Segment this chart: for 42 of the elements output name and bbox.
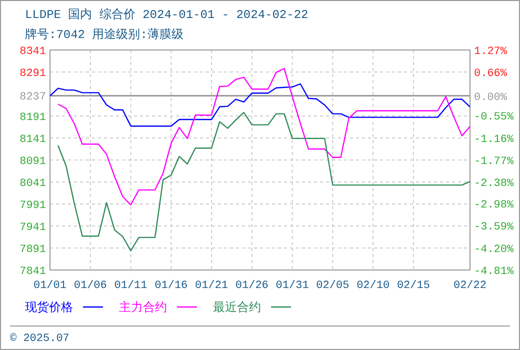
y-tick-label: 8091 [20,156,46,168]
y-tick-label: 8141 [20,134,46,146]
x-tick-label: 02/05 [316,280,350,292]
y2-tick-label: -4.20% [474,244,514,256]
line-series [57,112,471,252]
y2-tick-label: -1.77% [474,156,514,168]
line-series [49,83,471,127]
y-tick-label: 8041 [20,178,46,190]
y-tick-label: 8191 [20,112,46,124]
x-tick-label: 01/11 [114,280,148,292]
x-tick-label: 02/10 [356,280,390,292]
chart-subtitle: 牌号:7042 用途级别:薄膜级 [25,28,184,42]
y-tick-label: 7941 [20,222,46,234]
y-tick-label: 8237 [20,92,46,104]
x-tick-label: 01/31 [276,280,310,292]
y2-tick-label: -4.81% [474,266,514,278]
y2-tick-label: -3.59% [474,222,514,234]
y-tick-label: 7841 [20,266,46,278]
y2-tick-label: 1.27% [474,46,508,58]
legend-label: 现货价格 [25,300,73,314]
y2-tick-label: -0.55% [474,112,514,124]
y-tick-label: 7891 [20,244,46,256]
y2-tick-label: -2.98% [474,200,514,212]
x-tick-label: 01/21 [195,280,228,292]
x-tick-label: 02/15 [396,280,430,292]
x-tick-label: 01/16 [154,280,188,292]
legend-label: 最近合约 [213,300,261,314]
chart-title: LLDPE 国内 综合价 2024-01-01 - 2024-02-22 [25,7,308,22]
x-tick-label: 01/06 [74,280,107,292]
y2-tick-label: -1.16% [474,134,514,146]
y2-tick-label: 0.66% [474,68,508,80]
y-tick-label: 8291 [20,68,46,80]
text: © 2025.07 [10,333,70,345]
x-tick-label: 01/01 [33,280,67,292]
legend-label: 主力合约 [119,300,167,314]
y-tick-label: 8341 [20,46,46,58]
x-tick-label: 01/26 [235,280,268,292]
y2-tick-label: -2.38% [474,178,514,190]
y-tick-label: 7991 [20,200,46,212]
x-tick-label: 02/22 [453,280,487,292]
line-series [57,68,471,206]
y2-tick-label: 0.00% [474,92,508,104]
